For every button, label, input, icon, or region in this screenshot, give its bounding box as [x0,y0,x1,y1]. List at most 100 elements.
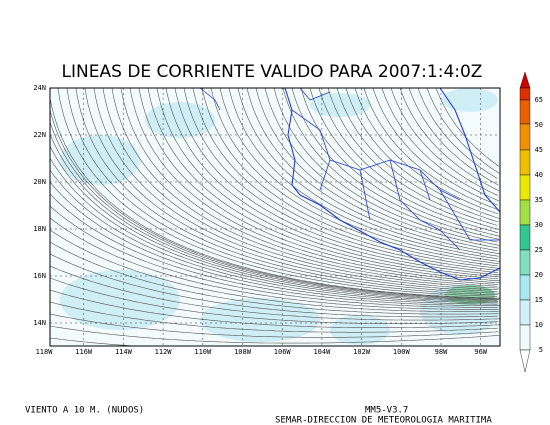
streamline [246,87,500,255]
streamline [49,193,500,306]
streamline [57,87,498,297]
lon-label: 98W [435,348,448,356]
streamline [318,87,500,230]
lon-label: 104W [313,348,331,356]
streamline [201,87,498,267]
streamline [49,337,134,347]
streamline [381,87,500,202]
lon-label: 118W [36,348,54,356]
footer-model: MM5-V3.7 [365,406,408,416]
streamline [219,87,500,262]
streamline [49,205,498,308]
streamline [138,87,500,282]
lon-label: 100W [393,348,411,356]
streamline [363,87,500,211]
streamline [49,181,498,305]
streamline [49,109,498,299]
streamline [264,87,499,249]
coastline [284,87,501,281]
streamline [49,289,500,328]
grid [50,88,500,346]
streamline [399,87,500,192]
streamline [49,217,499,310]
streamline [129,87,500,283]
lon-label: 108W [234,348,252,356]
lon-label: 102W [353,348,371,356]
streamline [93,87,499,291]
gulf-coastline [439,87,501,213]
streamline [147,87,498,280]
lat-label: 20N [33,178,46,186]
streamline [291,87,499,240]
streamline [111,87,498,287]
colorbar-label: 5 [539,346,543,354]
colorbar-label: 65 [535,96,543,104]
lat-label: 14N [33,319,46,327]
streamline [237,87,499,257]
streamline [49,229,499,312]
streamline [102,87,500,289]
title: LINEAS DE CORRIENTE VALIDO PARA 2007:1:4… [62,62,483,82]
streamline [49,157,499,302]
lon-label: 112W [155,348,173,356]
streamline [49,277,499,324]
wind-shading-strong [445,285,495,305]
streamline [435,87,500,167]
streamline [390,87,498,196]
streamline [156,87,499,278]
streamline [174,87,498,273]
streamline [255,87,498,252]
lat-label: 16N [33,272,46,280]
streamline [372,87,498,206]
streamline [327,87,498,226]
streamline [345,87,500,219]
lon-label: 110W [194,348,212,356]
lon-label: 116W [75,348,93,356]
streamline [273,87,500,246]
streamline [192,87,500,269]
colorbar-label: 50 [535,121,543,129]
state-borders [199,87,500,251]
streamline [354,87,499,215]
lon-label: 114W [115,348,133,356]
streamline [49,253,498,318]
lat-label: 22N [33,131,46,139]
colorbar-label: 35 [535,196,543,204]
streamline [49,97,500,299]
streamline [49,313,499,338]
colorbar-label: 30 [535,221,543,229]
streamline [183,87,499,271]
streamline [49,301,498,333]
streamline [49,121,501,300]
streamline [228,87,498,259]
colorbar [519,71,531,373]
colorbar-label: 40 [535,171,543,179]
colorbar-label: 10 [535,321,543,329]
streamline [75,87,500,294]
lon-label: 106W [274,348,292,356]
streamline [165,87,500,276]
colorbar-label: 25 [535,246,543,254]
colorbar-label: 15 [535,296,543,304]
streamline [49,169,499,304]
streamline [300,87,500,237]
footer-left: VIENTO A 10 M. (NUDOS) [25,406,144,416]
streamline [426,87,500,174]
streamline [49,145,498,301]
streamline [336,87,499,223]
lat-label: 18N [33,225,46,233]
map-frame [49,87,501,347]
streamline [210,87,499,264]
streamline [408,87,499,186]
streamline [66,87,499,296]
streamline [49,133,500,301]
streamline [120,87,499,285]
streamline [49,265,500,321]
streamline [49,325,499,344]
colorbar-label: 20 [535,271,543,279]
streamline [49,241,499,315]
streamline [84,87,498,292]
lon-label: 96W [474,348,487,356]
footer-credit: SEMAR-DIRECCION DE METEOROLOGIA MARITIMA [275,416,492,425]
